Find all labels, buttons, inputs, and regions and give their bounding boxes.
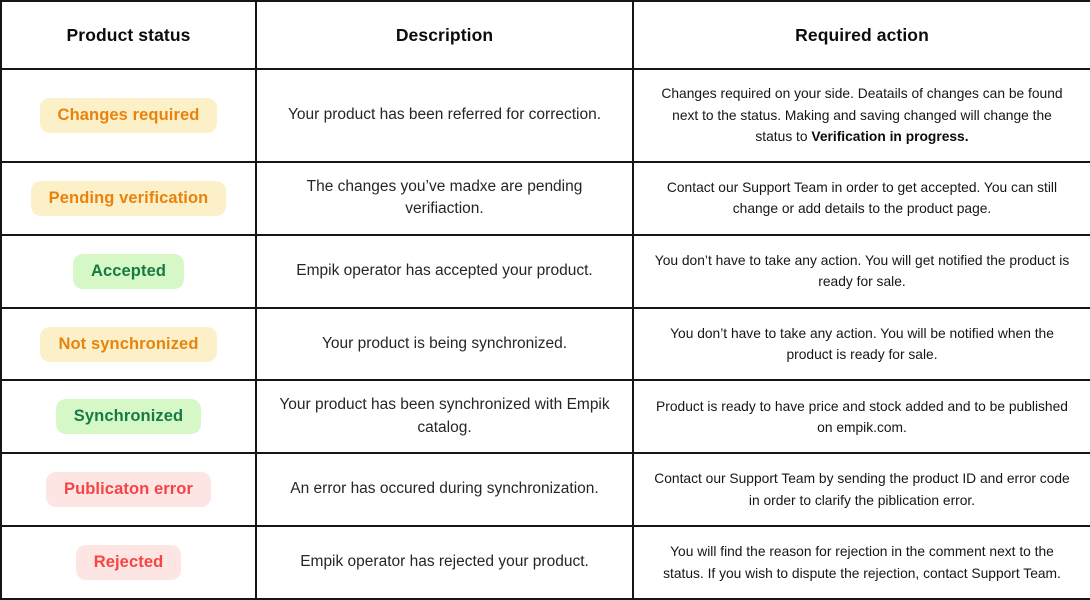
status-badge: Synchronized: [55, 399, 202, 435]
status-cell: Not synchronized: [0, 306, 257, 382]
action-cell: You don’t have to take any action. You w…: [632, 233, 1090, 309]
status-cell: Accepted: [0, 233, 257, 309]
action-cell: You don’t have to take any action. You w…: [632, 306, 1090, 382]
table-row-pending-verification: Pending verification The changes you’ve …: [0, 161, 1090, 236]
action-text: Changes required on your side. Deatails …: [661, 86, 1063, 145]
action-cell: Contact our Support Team by sending the …: [632, 452, 1090, 528]
description-cell: An error has occured during synchronizat…: [255, 452, 634, 528]
status-cell: Rejected: [0, 525, 257, 600]
status-badge: Pending verification: [30, 180, 227, 216]
description-text: An error has occured during synchronizat…: [290, 480, 599, 498]
status-badge: Accepted: [72, 253, 185, 289]
description-cell: The changes you’ve madxe are pending ver…: [255, 161, 634, 236]
status-badge: Rejected: [75, 545, 182, 581]
action-text: Contact our Support Team by sending the …: [654, 471, 1070, 508]
status-badge: Not synchronized: [40, 326, 217, 362]
action-cell: Changes required on your side. Deatails …: [632, 67, 1090, 164]
description-text: Your product has been referred for corre…: [287, 106, 602, 124]
action-text: You will find the reason for rejection i…: [663, 544, 1061, 581]
status-cell: Changes required: [0, 67, 257, 164]
status-badge: Publicaton error: [45, 472, 212, 508]
action-text: Product is ready to have price and stock…: [656, 398, 1068, 435]
action-bold-text: Verification in progress.: [811, 129, 969, 145]
action-text: You don’t have to take any action. You w…: [654, 252, 1070, 290]
description-cell: Your product is being synchronized.: [255, 306, 634, 382]
description-text: Empik operator has rejected your product…: [300, 553, 589, 571]
action-cell: You will find the reason for rejection i…: [632, 525, 1090, 600]
table-row-rejected: Rejected Empik operator has rejected you…: [0, 525, 1090, 600]
action-cell: Contact our Support Team in order to get…: [632, 161, 1090, 236]
table-header-row: Product status Description Required acti…: [0, 0, 1090, 70]
action-cell: Product is ready to have price and stock…: [632, 379, 1090, 455]
table-row-synchronized: Synchronized Your product has been synch…: [0, 379, 1090, 455]
status-badge: Changes required: [39, 98, 218, 134]
table-row-changes-required: Changes required Your product has been r…: [0, 67, 1090, 164]
action-text: You don’t have to take any action. You w…: [670, 325, 1054, 363]
description-cell: Your product has been synchronized with …: [255, 379, 634, 455]
table-row-publication-error: Publicaton error An error has occured du…: [0, 452, 1090, 528]
description-text: Your product has been synchronized with …: [279, 396, 610, 436]
description-cell: Empik operator has rejected your product…: [255, 525, 634, 600]
description-cell: Your product has been referred for corre…: [255, 67, 634, 164]
status-cell: Pending verification: [0, 161, 257, 236]
description-text: Empik operator has accepted your product…: [296, 262, 593, 280]
action-text: Contact our Support Team in order to get…: [666, 180, 1058, 217]
column-header-description: Description: [255, 0, 634, 70]
status-cell: Synchronized: [0, 379, 257, 455]
status-cell: Publicaton error: [0, 452, 257, 528]
table-row-accepted: Accepted Empik operator has accepted you…: [0, 233, 1090, 309]
column-header-product-status: Product status: [0, 0, 257, 70]
description-cell: Empik operator has accepted your product…: [255, 233, 634, 309]
column-header-required-action: Required action: [632, 0, 1090, 70]
table-row-not-synchronized: Not synchronized Your product is being s…: [0, 306, 1090, 382]
description-text: Your product is being synchronized.: [322, 334, 567, 352]
description-text: The changes you’ve madxe are pending ver…: [306, 177, 583, 218]
